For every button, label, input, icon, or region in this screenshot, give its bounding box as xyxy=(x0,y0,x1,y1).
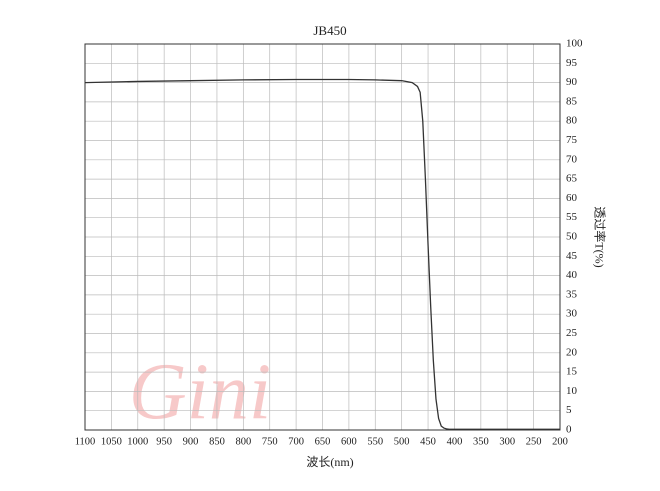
data-line xyxy=(84,78,560,430)
y-tick-label: 80 xyxy=(566,115,578,127)
y-tick-label: 65 xyxy=(566,173,578,185)
y-axis-label: 透过率T(%) xyxy=(592,206,607,267)
y-tick-label: 90 xyxy=(566,76,578,88)
y-tick-label: 50 xyxy=(566,231,578,243)
y-tick-label: 85 xyxy=(566,95,578,107)
x-tick-label: 600 xyxy=(341,436,357,447)
y-tick-label: 35 xyxy=(566,288,578,300)
y-tick-label: 20 xyxy=(566,346,578,358)
y-tick-label: 25 xyxy=(566,327,578,339)
x-tick-label: 300 xyxy=(499,436,515,447)
x-tick-label: 250 xyxy=(526,436,542,447)
y-tick-label: 75 xyxy=(566,134,578,146)
y-tick-label: 60 xyxy=(566,192,578,204)
x-tick-label: 400 xyxy=(447,436,463,447)
y-tick-label: 100 xyxy=(566,38,583,50)
y-tick-label: 95 xyxy=(566,57,578,69)
x-tick-label: 550 xyxy=(367,436,383,447)
x-tick-label: 700 xyxy=(288,436,304,447)
watermark: Gini xyxy=(129,348,271,436)
chart-title: JB450 xyxy=(313,23,346,38)
x-tick-label: 1000 xyxy=(127,436,148,447)
x-tick-label: 900 xyxy=(183,436,199,447)
y-tick-label: 5 xyxy=(566,404,572,416)
x-tick-label: 1050 xyxy=(101,436,122,447)
x-tick-label: 800 xyxy=(235,436,251,447)
y-tick-label: 55 xyxy=(566,211,578,223)
x-tick-label: 350 xyxy=(473,436,489,447)
x-tick-label: 750 xyxy=(262,436,278,447)
y-tick-label: 0 xyxy=(566,424,572,436)
plot-frame xyxy=(84,43,561,431)
x-tick-label: 200 xyxy=(552,436,568,447)
x-tick-label: 850 xyxy=(209,436,225,447)
x-axis-label: 波长(nm) xyxy=(306,455,353,469)
y-tick-label: 30 xyxy=(566,308,578,320)
y-tick-label: 45 xyxy=(566,250,578,262)
y-tick-label: 70 xyxy=(566,153,578,165)
y-tick-label: 15 xyxy=(566,366,578,378)
y-tick-label: 40 xyxy=(566,269,578,281)
x-tick-label: 650 xyxy=(315,436,331,447)
x-tick-label: 500 xyxy=(394,436,410,447)
x-tick-label: 950 xyxy=(156,436,172,447)
y-tick-label: 10 xyxy=(566,385,578,397)
x-tick-label: 1100 xyxy=(75,436,96,447)
x-tick-label: 450 xyxy=(420,436,436,447)
